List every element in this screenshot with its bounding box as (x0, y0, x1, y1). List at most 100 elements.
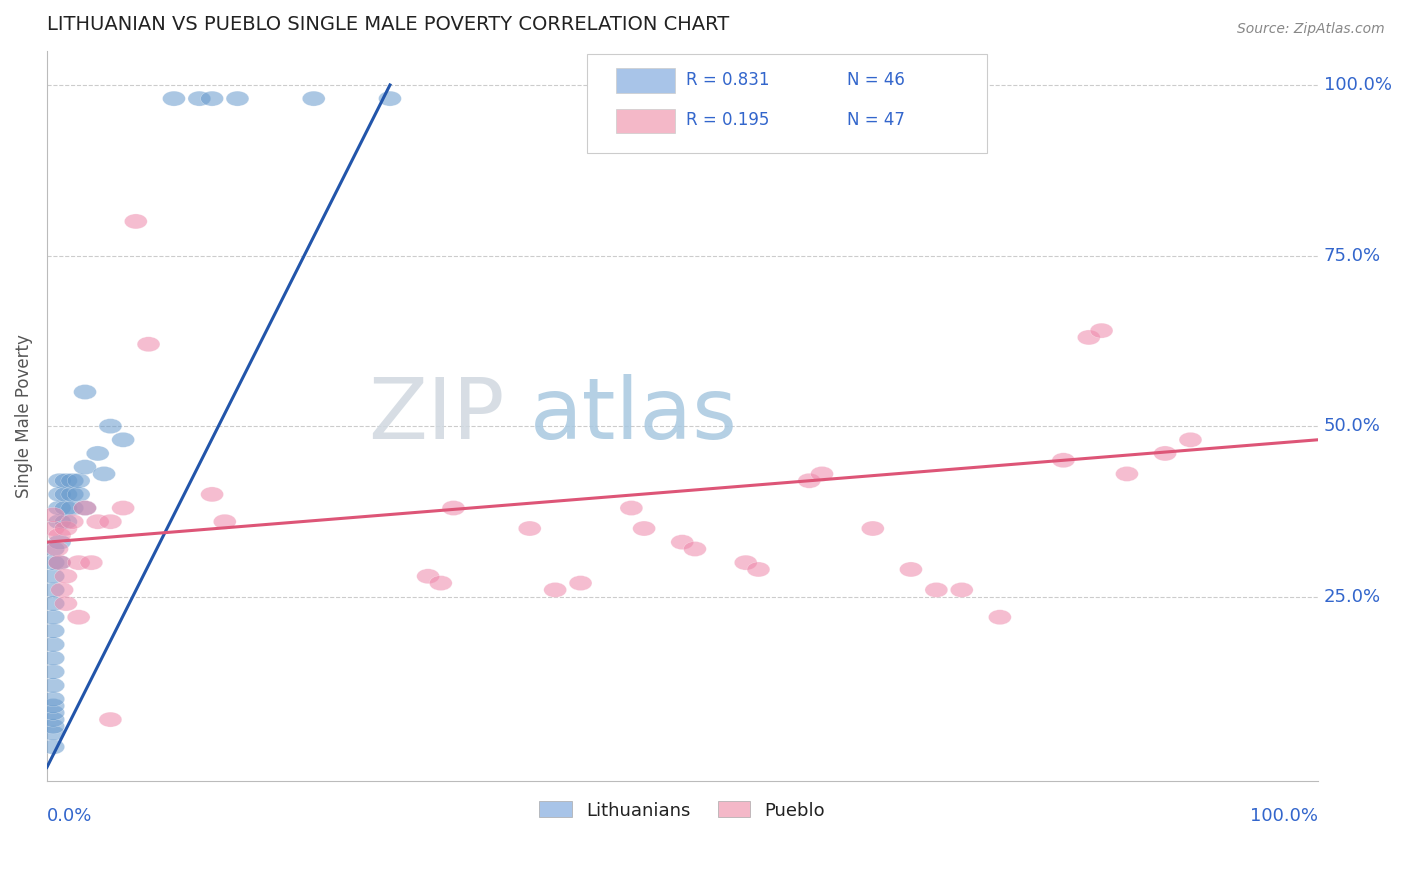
Text: N = 46: N = 46 (848, 71, 905, 89)
Ellipse shape (988, 610, 1011, 624)
Ellipse shape (55, 514, 77, 529)
Text: R = 0.831: R = 0.831 (686, 71, 769, 89)
Ellipse shape (1077, 330, 1101, 345)
Ellipse shape (1115, 467, 1139, 482)
Text: 100.0%: 100.0% (1324, 76, 1392, 94)
Ellipse shape (48, 500, 72, 516)
Text: 25.0%: 25.0% (1324, 588, 1381, 606)
Ellipse shape (810, 467, 834, 482)
FancyBboxPatch shape (616, 69, 675, 93)
Ellipse shape (111, 433, 135, 447)
Text: Source: ZipAtlas.com: Source: ZipAtlas.com (1237, 22, 1385, 37)
Ellipse shape (671, 534, 693, 549)
Ellipse shape (98, 418, 122, 434)
FancyBboxPatch shape (586, 54, 987, 153)
Ellipse shape (138, 337, 160, 351)
Ellipse shape (93, 467, 115, 482)
Ellipse shape (188, 91, 211, 106)
Ellipse shape (42, 650, 65, 665)
Ellipse shape (1154, 446, 1177, 461)
Ellipse shape (98, 514, 122, 529)
Ellipse shape (683, 541, 706, 557)
Ellipse shape (42, 706, 65, 720)
Ellipse shape (55, 569, 77, 583)
Ellipse shape (163, 91, 186, 106)
Ellipse shape (201, 487, 224, 502)
Ellipse shape (747, 562, 770, 577)
Ellipse shape (862, 521, 884, 536)
Ellipse shape (48, 555, 72, 570)
Ellipse shape (55, 596, 77, 611)
Ellipse shape (42, 678, 65, 693)
Ellipse shape (48, 534, 72, 549)
Ellipse shape (544, 582, 567, 598)
Ellipse shape (633, 521, 655, 536)
Ellipse shape (42, 698, 65, 714)
Ellipse shape (734, 555, 758, 570)
Ellipse shape (42, 665, 65, 680)
Text: 50.0%: 50.0% (1324, 417, 1381, 435)
Ellipse shape (900, 562, 922, 577)
Ellipse shape (111, 500, 135, 516)
Ellipse shape (51, 582, 73, 598)
Text: 100.0%: 100.0% (1250, 806, 1317, 824)
Ellipse shape (42, 555, 65, 570)
Ellipse shape (67, 474, 90, 488)
Ellipse shape (42, 521, 65, 536)
Ellipse shape (45, 541, 69, 557)
Ellipse shape (73, 500, 97, 516)
Ellipse shape (441, 500, 465, 516)
Ellipse shape (519, 521, 541, 536)
Ellipse shape (42, 624, 65, 639)
Ellipse shape (60, 474, 84, 488)
Ellipse shape (67, 610, 90, 624)
Ellipse shape (60, 514, 84, 529)
Ellipse shape (48, 528, 72, 543)
Ellipse shape (60, 487, 84, 502)
FancyBboxPatch shape (616, 109, 675, 133)
Ellipse shape (48, 555, 72, 570)
Ellipse shape (42, 582, 65, 598)
Ellipse shape (73, 459, 97, 475)
Ellipse shape (42, 541, 65, 557)
Ellipse shape (42, 569, 65, 583)
Ellipse shape (1180, 433, 1202, 447)
Ellipse shape (73, 384, 97, 400)
Text: N = 47: N = 47 (848, 112, 905, 129)
Ellipse shape (42, 719, 65, 734)
Text: atlas: atlas (530, 375, 738, 458)
Ellipse shape (48, 514, 72, 529)
Ellipse shape (201, 91, 224, 106)
Ellipse shape (73, 500, 97, 516)
Ellipse shape (797, 474, 821, 488)
Ellipse shape (67, 555, 90, 570)
Ellipse shape (86, 446, 110, 461)
Ellipse shape (55, 487, 77, 502)
Ellipse shape (48, 474, 72, 488)
Ellipse shape (620, 500, 643, 516)
Ellipse shape (42, 739, 65, 755)
Ellipse shape (42, 610, 65, 624)
Ellipse shape (569, 575, 592, 591)
Ellipse shape (925, 582, 948, 598)
Text: R = 0.195: R = 0.195 (686, 112, 769, 129)
Ellipse shape (55, 474, 77, 488)
Text: 0.0%: 0.0% (46, 806, 93, 824)
Y-axis label: Single Male Poverty: Single Male Poverty (15, 334, 32, 498)
Ellipse shape (214, 514, 236, 529)
Ellipse shape (42, 637, 65, 652)
Ellipse shape (226, 91, 249, 106)
Ellipse shape (55, 500, 77, 516)
Ellipse shape (124, 214, 148, 229)
Legend: Lithuanians, Pueblo: Lithuanians, Pueblo (531, 794, 832, 827)
Ellipse shape (42, 508, 65, 523)
Ellipse shape (416, 569, 440, 583)
Text: 75.0%: 75.0% (1324, 246, 1381, 265)
Ellipse shape (55, 521, 77, 536)
Ellipse shape (48, 487, 72, 502)
Ellipse shape (42, 712, 65, 727)
Ellipse shape (378, 91, 401, 106)
Ellipse shape (950, 582, 973, 598)
Ellipse shape (42, 691, 65, 706)
Ellipse shape (86, 514, 110, 529)
